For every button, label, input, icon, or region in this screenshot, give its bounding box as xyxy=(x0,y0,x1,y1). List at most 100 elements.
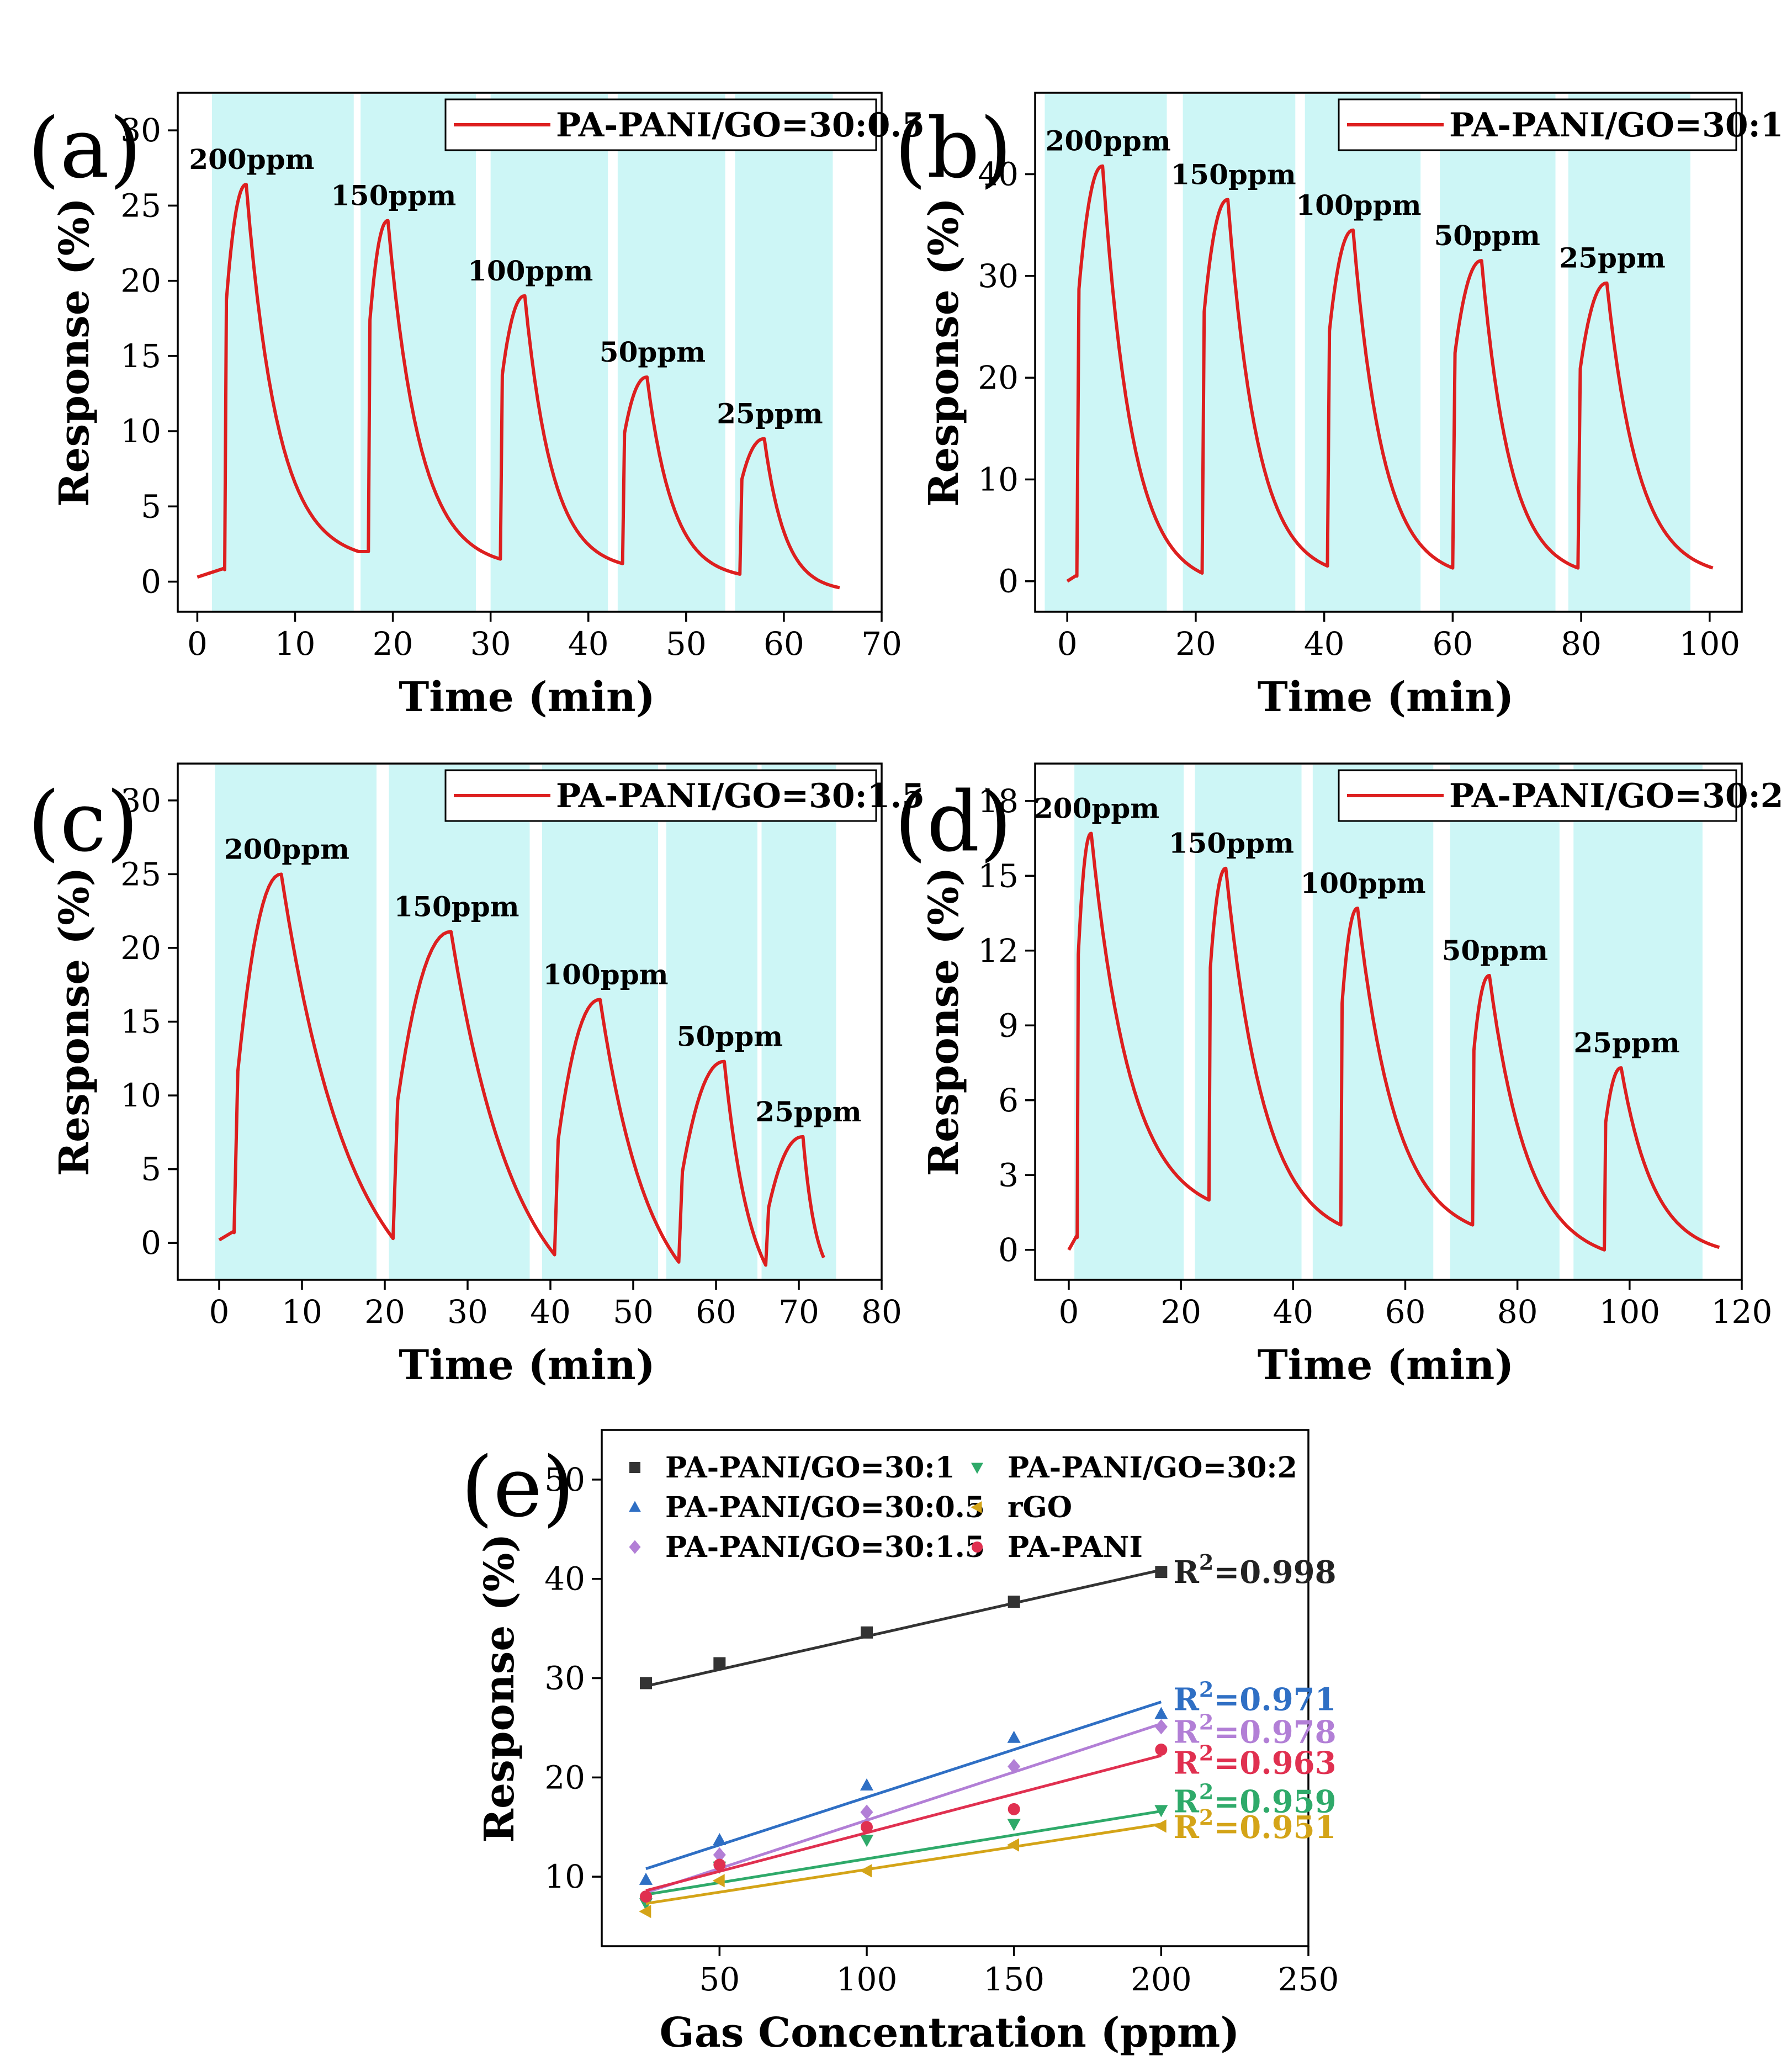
y-tick-label: 3 xyxy=(998,1156,1019,1194)
x-tick-label: 80 xyxy=(1561,625,1602,663)
legend-label: PA-PANI/GO=30:0.5 xyxy=(665,1491,985,1524)
exposure-band-4 xyxy=(617,94,725,611)
r2-value: =0.998 xyxy=(1213,1554,1336,1591)
response-curve xyxy=(218,872,825,1267)
x-tick-label: 60 xyxy=(764,625,804,663)
legend-marker xyxy=(629,1462,640,1473)
x-axis-title: Time (min) xyxy=(1258,674,1514,721)
data-point xyxy=(1008,1596,1020,1608)
y-tick-label: 25 xyxy=(120,187,161,224)
panel-letter: (d) xyxy=(894,774,1012,870)
x-tick-label: 0 xyxy=(1057,625,1078,663)
x-tick-label: 50 xyxy=(699,1961,740,1998)
r2-base: R xyxy=(1173,1681,1199,1718)
r2-label-1: R2=0.971 xyxy=(1173,1677,1336,1718)
panel-letter: (b) xyxy=(894,100,1012,197)
x-axis-title: Time (min) xyxy=(399,674,655,721)
panel-a: 0 10 20 30 40 50 60 70 0 5 10 15 20 25 30 Time (min) Res… xyxy=(28,92,925,721)
plot-frame xyxy=(601,1429,1309,1947)
data-point xyxy=(1155,1743,1168,1756)
y-tick-label: 0 xyxy=(998,563,1019,600)
legend-label: PA-PANI/GO=30:1 xyxy=(665,1451,955,1485)
y-tick-label: 18 xyxy=(978,782,1019,820)
data-point xyxy=(1154,1719,1168,1735)
y-axis-title: Response (%) xyxy=(476,1534,523,1843)
x-tick-label: 60 xyxy=(1385,1293,1426,1331)
response-curve xyxy=(197,183,840,590)
peak-label-200ppm: 200ppm xyxy=(1046,125,1171,157)
fit-line-1 xyxy=(645,1701,1162,1871)
y-tick-label: 5 xyxy=(141,488,161,525)
x-tick-label: 20 xyxy=(1175,625,1216,663)
r2-superscript: 2 xyxy=(1199,1710,1213,1735)
data-point xyxy=(1007,1819,1021,1831)
data-point xyxy=(860,1864,872,1878)
data-point xyxy=(1154,1819,1167,1833)
x-tick-label: 20 xyxy=(373,625,413,663)
x-tick-label: 40 xyxy=(1304,625,1345,663)
fit-line-0 xyxy=(645,1569,1162,1688)
r2-label-3: R2=0.959 xyxy=(1173,1779,1336,1820)
data-point xyxy=(860,1804,873,1820)
r2-superscript: 2 xyxy=(1199,1805,1213,1830)
y-tick-label: 12 xyxy=(978,932,1019,970)
y-tick-label: 30 xyxy=(978,257,1019,295)
panel-c: 0 10 20 30 40 50 60 70 80 0 5 10 15 20 25 30 Time (min) R… xyxy=(28,762,925,1389)
peak-label-100ppm: 100ppm xyxy=(1301,867,1426,899)
fit-line-2 xyxy=(645,1722,1162,1894)
peak-label-150ppm: 150ppm xyxy=(331,179,456,212)
response-curve xyxy=(1067,831,1720,1252)
data-point xyxy=(1155,1566,1168,1578)
y-tick-label: 15 xyxy=(120,337,161,375)
data-point xyxy=(860,1778,874,1791)
legend-label: PA-PANI/GO=30:1 xyxy=(1449,106,1784,145)
x-tick-label: 80 xyxy=(861,1293,902,1331)
x-tick-label: 120 xyxy=(1711,1293,1773,1331)
x-tick-label: 10 xyxy=(275,625,316,663)
peak-label-150ppm: 150ppm xyxy=(394,891,519,923)
peak-label-100ppm: 100ppm xyxy=(543,958,668,990)
legend-marker xyxy=(629,1540,641,1554)
y-tick-label: 50 xyxy=(544,1461,585,1498)
data-point xyxy=(713,1847,726,1863)
y-tick-label: 10 xyxy=(120,412,161,450)
x-tick-label: 100 xyxy=(836,1961,898,1998)
peak-label-100ppm: 100ppm xyxy=(1296,189,1421,221)
y-tick-label: 30 xyxy=(120,112,161,149)
y-axis-title: Response (%) xyxy=(51,198,98,507)
x-tick-label: 20 xyxy=(364,1293,405,1331)
exposure-band-1 xyxy=(1045,94,1167,611)
x-tick-label: 50 xyxy=(666,625,707,663)
panel-b: 0 20 40 60 80 100 0 10 20 30 40 Time (min) Response … xyxy=(894,92,1784,721)
exposure-band-5 xyxy=(1573,765,1703,1279)
x-tick-label: 10 xyxy=(282,1293,322,1331)
panel-letter: (a) xyxy=(28,100,141,197)
panel-e: 50 100 150 200 250 10 20 30 40 50 Gas Concentratio… xyxy=(461,1429,1339,2057)
data-point xyxy=(713,1832,727,1845)
legend-marker xyxy=(629,1501,641,1512)
y-tick-label: 5 xyxy=(141,1151,161,1188)
exposure-band-1 xyxy=(211,94,354,611)
peak-label-25ppm: 25ppm xyxy=(1559,242,1665,274)
x-tick-label: 40 xyxy=(1273,1293,1313,1331)
legend-label: PA-PANI xyxy=(1008,1530,1143,1564)
x-tick-label: 150 xyxy=(983,1961,1045,1998)
x-tick-label: 60 xyxy=(696,1293,736,1331)
x-tick-label: 200 xyxy=(1131,1961,1192,1998)
data-point xyxy=(861,1821,873,1834)
fit-line-4 xyxy=(645,1823,1162,1905)
exposure-band-5 xyxy=(761,765,836,1279)
exposure-band-5 xyxy=(735,94,833,611)
peak-label-50ppm: 50ppm xyxy=(600,336,706,368)
x-tick-label: 250 xyxy=(1278,1961,1339,1998)
r2-label-5: R2=0.963 xyxy=(1173,1740,1336,1781)
y-tick-label: 20 xyxy=(120,262,161,300)
legend-marker xyxy=(971,1501,982,1513)
x-tick-label: 30 xyxy=(447,1293,488,1331)
data-point xyxy=(1008,1758,1021,1774)
data-point xyxy=(1154,1707,1168,1719)
y-axis-title: Response (%) xyxy=(51,867,98,1177)
r2-superscript: 2 xyxy=(1199,1677,1213,1702)
r2-value: =0.951 xyxy=(1213,1809,1336,1846)
y-tick-label: 25 xyxy=(120,855,161,893)
